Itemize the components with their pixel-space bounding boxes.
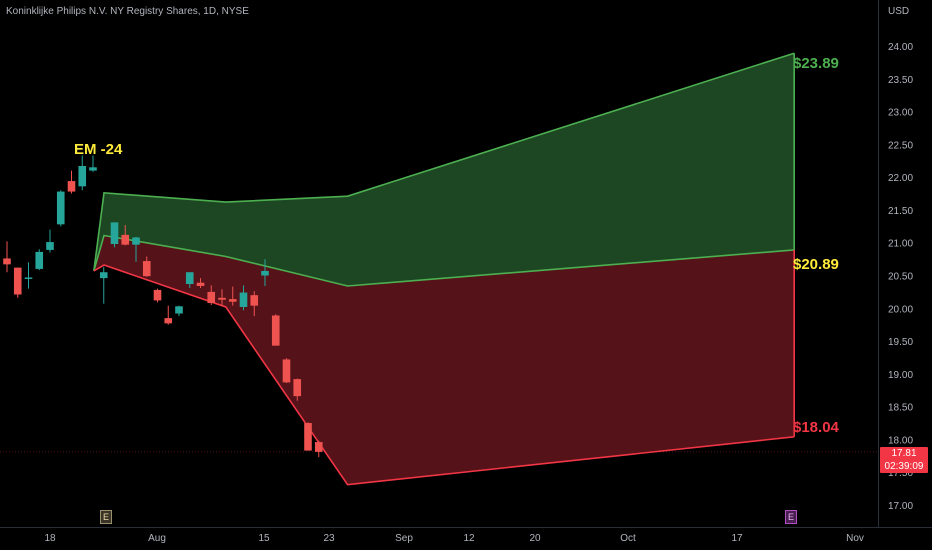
- candle-body: [271, 315, 280, 346]
- y-tick-label: 20.50: [888, 272, 913, 283]
- lower-value-label: $18.04: [793, 419, 840, 436]
- candle-body: [67, 181, 76, 192]
- y-tick-label: 23.50: [888, 75, 913, 86]
- candle-body: [185, 272, 194, 285]
- x-tick-label: 23: [323, 533, 335, 544]
- y-tick-label: 22.00: [888, 173, 913, 184]
- lower-band-line: [93, 264, 795, 486]
- candle-body: [196, 282, 205, 286]
- earnings-marker-right[interactable]: E: [785, 510, 797, 524]
- candle-body: [99, 272, 108, 279]
- candle-body: [261, 270, 269, 276]
- y-tick-label: 17.50: [888, 468, 913, 479]
- candle-body: [3, 258, 11, 265]
- chart-title: Koninklijke Philips N.V. NY Registry Sha…: [6, 6, 249, 17]
- candle-body: [282, 359, 291, 383]
- candle-body: [89, 167, 97, 171]
- candle-body: [175, 306, 183, 314]
- candle-body: [218, 297, 226, 300]
- lower-band-area: [93, 235, 795, 485]
- y-tick-label: 19.00: [888, 370, 913, 381]
- candle-body: [314, 442, 323, 452]
- y-tick-label: 17.00: [888, 501, 913, 512]
- candle-body: [13, 267, 22, 295]
- y-tick-label: 20.00: [888, 304, 913, 315]
- candle-body: [239, 292, 248, 307]
- current-price-tag: 17.81 02:39:09: [880, 447, 928, 473]
- candle-body: [35, 251, 44, 269]
- x-tick-label: 20: [529, 533, 541, 544]
- y-tick-label: 19.50: [888, 337, 913, 348]
- x-tick-label: Sep: [395, 533, 413, 544]
- earnings-marker-left[interactable]: E: [100, 510, 112, 524]
- candle-body: [153, 289, 162, 301]
- candle-body: [132, 237, 140, 245]
- y-tick-label: 23.00: [888, 108, 913, 119]
- x-tick-label: 12: [463, 533, 475, 544]
- upper-value-label: $23.89: [793, 55, 839, 72]
- middle-band-line: [93, 234, 795, 287]
- x-tick-label: 15: [258, 533, 270, 544]
- y-tick-label: 18.00: [888, 435, 913, 446]
- candle-body: [24, 277, 33, 279]
- y-tick-label: 21.50: [888, 206, 913, 217]
- candle-body: [121, 234, 130, 245]
- candle-body: [78, 165, 87, 187]
- y-tick-label: 24.00: [888, 42, 913, 53]
- candle-body: [46, 242, 54, 250]
- x-tick-label: 18: [44, 533, 56, 544]
- upper-band-area: [93, 53, 795, 286]
- candle-body: [304, 423, 312, 451]
- x-tick-label: 17: [731, 533, 743, 544]
- candle-body: [110, 222, 119, 245]
- candle-body: [250, 295, 259, 306]
- y-tick-label: 22.50: [888, 140, 913, 151]
- current-price-value: 17.81: [891, 448, 917, 459]
- x-tick-label: Nov: [846, 533, 864, 544]
- candle-body: [142, 261, 151, 277]
- time-axis-border: [0, 527, 932, 528]
- upper-band-line: [93, 52, 795, 272]
- candle-body: [56, 191, 65, 225]
- price-axis-border: [878, 0, 879, 527]
- x-tick-label: Aug: [148, 533, 166, 544]
- y-tick-label: 21.00: [888, 239, 913, 250]
- currency-label: USD: [888, 6, 910, 17]
- x-tick-label: Oct: [620, 533, 636, 544]
- y-tick-label: 18.50: [888, 403, 913, 414]
- middle-value-label: $20.89: [793, 256, 839, 273]
- candle-body: [228, 299, 237, 302]
- candle-body: [164, 318, 173, 324]
- candle-body: [293, 379, 302, 397]
- countdown-timer: 02:39:09: [884, 461, 924, 472]
- candle-body: [207, 291, 216, 304]
- expected-move-label: EM -24: [74, 141, 123, 158]
